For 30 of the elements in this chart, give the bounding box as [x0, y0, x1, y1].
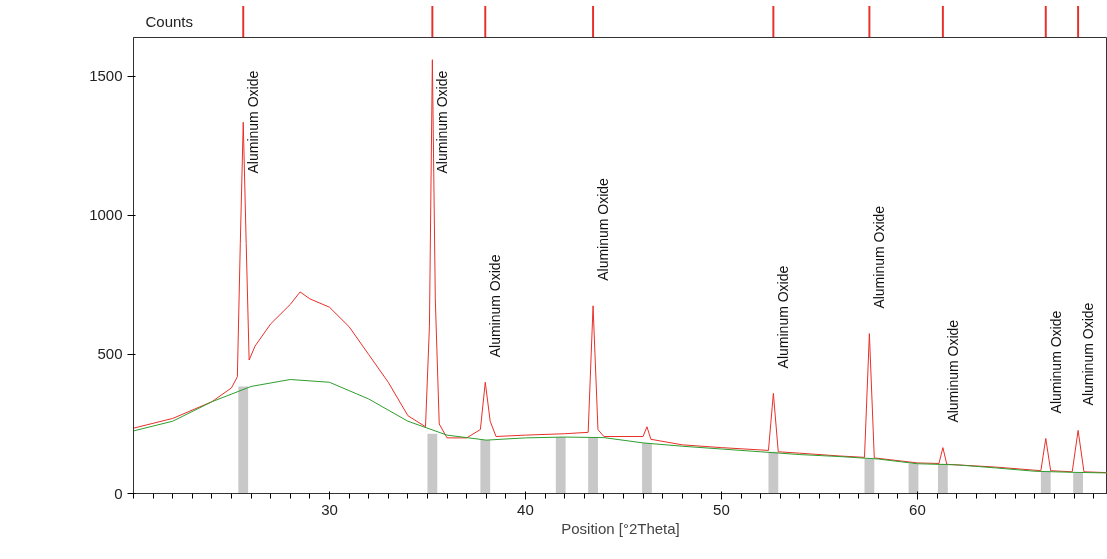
y-tick-label: 0 — [114, 484, 123, 502]
bar — [937, 463, 948, 494]
bar — [1040, 471, 1051, 494]
annotation: Aluminum Oxide — [1047, 310, 1064, 414]
annotation: Aluminum Oxide — [871, 205, 888, 309]
bar — [555, 437, 566, 494]
bar — [588, 437, 598, 494]
x-axis-title: Position [°2Theta] — [561, 519, 680, 537]
x-tick-label: 40 — [517, 500, 534, 518]
annotation: Aluminum Oxide — [775, 265, 792, 369]
annotation: Aluminum Oxide — [487, 254, 504, 358]
annotation: Aluminum Oxide — [595, 177, 612, 281]
annotation: Aluminum Oxide — [944, 319, 961, 423]
x-tick-label: 60 — [909, 500, 926, 518]
bar — [1073, 472, 1083, 494]
bar — [238, 386, 249, 494]
annotation: Aluminum Oxide — [434, 70, 451, 174]
bar — [768, 451, 779, 494]
bar — [864, 458, 875, 494]
annotation: Aluminum Oxide — [1080, 302, 1097, 406]
x-tick-label: 50 — [713, 500, 730, 518]
bar — [642, 442, 652, 494]
y-tick-label: 1000 — [89, 206, 123, 224]
y-tick-label: 1500 — [89, 67, 123, 85]
x-tick-label: 30 — [321, 500, 338, 518]
annotation: Aluminum Oxide — [245, 70, 262, 174]
bar — [480, 440, 491, 494]
y-axis-title: Counts — [145, 12, 194, 30]
y-tick-label: 500 — [97, 345, 123, 363]
bar — [427, 433, 438, 494]
